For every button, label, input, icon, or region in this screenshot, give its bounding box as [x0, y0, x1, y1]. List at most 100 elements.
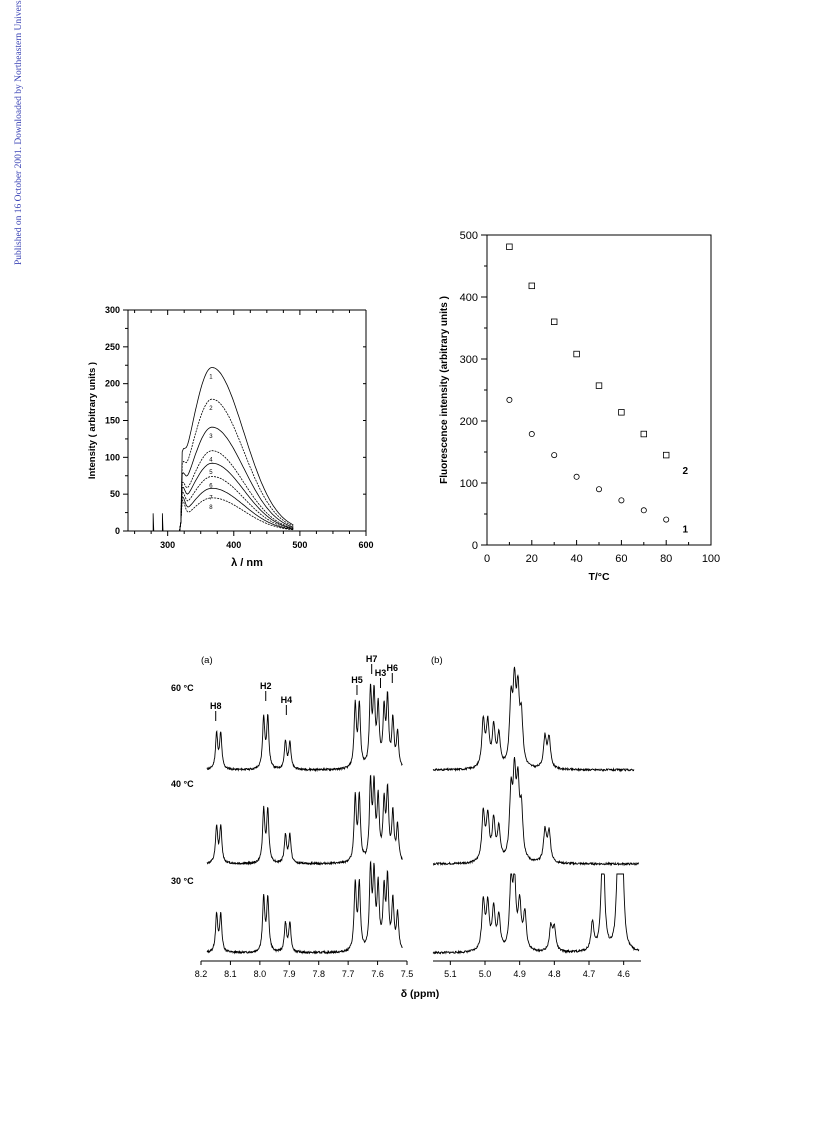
y-axis-label: Intensity ( arbitrary units ): [87, 362, 98, 479]
y-tick-label: 300: [105, 305, 120, 315]
peak-label: H7: [366, 654, 378, 664]
plot-frame: [486, 234, 712, 546]
nmr-spectra-chart: 8.2 8.1 8.0 7.9 7.8 7.7 7.6 7.5 5.1 5.0 4.9 4.8 4.7 4…: [171, 654, 641, 1000]
series-label: 2: [682, 466, 688, 477]
y-tick-label: 200: [460, 416, 478, 428]
spectrum-curve: [167, 367, 294, 532]
x-tick-label: 5.1: [444, 969, 457, 979]
nmr-spectrum-a: [206, 774, 403, 866]
data-point-square: [528, 282, 535, 290]
data-point-circle: [528, 431, 535, 438]
data-point-square: [551, 318, 558, 325]
y-tick-label: 0: [115, 526, 120, 536]
x-tick-label: 4.6: [617, 969, 630, 979]
data-point-square: [640, 430, 647, 438]
x-tick-label: 20: [526, 553, 538, 565]
curve-number-label: 3: [209, 434, 213, 440]
x-axis-label: T/°C: [588, 571, 610, 583]
data-point-circle: [506, 396, 513, 403]
spectrum-curve: [167, 497, 294, 532]
x-tick-label: 40: [570, 553, 582, 565]
nmr-spectrum-a: [206, 860, 403, 955]
data-point-circle: [663, 516, 670, 523]
curve-number-label: 1: [209, 374, 213, 380]
y-tick-label: 300: [460, 354, 478, 366]
data-point-circle: [596, 486, 603, 493]
curve-number-label: 4: [209, 458, 213, 464]
y-tick-label: 100: [460, 478, 478, 490]
spectrum-curve: [167, 426, 294, 532]
x-tick-label: 4.7: [583, 969, 596, 979]
x-axis-label: δ (ppm): [401, 988, 439, 1000]
data-point-circle: [573, 473, 580, 480]
data-point-square: [618, 409, 625, 416]
data-point-circle: [618, 497, 625, 504]
peak-label: H8: [210, 701, 222, 711]
panel-label: (b): [431, 655, 443, 666]
nmr-spectrum-b: [432, 757, 640, 867]
x-tick-label: 100: [702, 553, 720, 565]
spectrum-curve: [167, 398, 294, 532]
data-point-circle: [640, 507, 647, 514]
y-tick-label: 200: [105, 379, 120, 389]
y-tick-label: 150: [105, 416, 120, 426]
spectrum-curve: [167, 462, 294, 532]
nmr-spectrum-b: [432, 666, 635, 773]
x-tick-label: 0: [484, 553, 490, 565]
temperature-label: 30 °C: [171, 876, 194, 886]
peak-label: H5: [351, 675, 363, 685]
curve-number-label: 5: [209, 470, 213, 476]
data-point-square: [573, 350, 580, 358]
x-tick-label: 300: [160, 540, 175, 550]
x-axis-label: λ / nm: [231, 557, 263, 569]
x-tick-label: 5.0: [479, 969, 492, 979]
x-tick-label: 7.6: [371, 969, 384, 979]
y-tick-label: 500: [460, 230, 478, 242]
panel-label: (a): [201, 655, 213, 666]
x-tick-label: 60: [615, 553, 627, 565]
peak-label: H4: [281, 695, 293, 705]
x-tick-label: 7.7: [342, 969, 355, 979]
scatter-peak-line: [152, 513, 155, 532]
x-tick-label: 400: [226, 540, 241, 550]
curve-number-label: 2: [209, 406, 213, 412]
series-label: 1: [682, 525, 688, 536]
peak-label: H3: [375, 668, 387, 678]
spectrum-curve: [167, 487, 294, 532]
x-tick-label: 500: [292, 540, 307, 550]
nmr-spectrum-a: [206, 683, 403, 773]
nmr-spectrum-b: [432, 873, 640, 955]
x-tick-label: 7.5: [401, 969, 414, 979]
x-tick-label: 7.9: [283, 969, 296, 979]
y-tick-label: 250: [105, 342, 120, 352]
emission-spectra-chart: 300 400 500 600 0 50 100 150 200 250 300 λ / nm Inte…: [87, 305, 374, 569]
x-tick-label: 8.0: [254, 969, 267, 979]
x-tick-label: 8.1: [224, 969, 237, 979]
data-point-square: [663, 451, 670, 459]
y-tick-label: 100: [105, 452, 120, 462]
y-tick-label: 0: [472, 540, 478, 552]
fluorescence-temperature-chart: 0 20 40 60 80 100 0 100 200 300 400 500 T/°C Fluoresc…: [439, 230, 720, 583]
y-tick-label: 400: [460, 292, 478, 304]
x-tick-label: 4.9: [513, 969, 526, 979]
x-tick-label: 4.8: [548, 969, 561, 979]
temperature-label: 40 °C: [171, 779, 194, 789]
curve-number-label: 6: [209, 483, 213, 489]
x-tick-label: 7.8: [312, 969, 325, 979]
scatter-peak-line: [161, 513, 164, 532]
spectrum-curve: [167, 476, 294, 532]
curve-number-label: 8: [209, 505, 213, 511]
data-point-square: [506, 243, 513, 250]
x-tick-label: 80: [660, 553, 672, 565]
peak-label: H6: [387, 663, 399, 673]
x-tick-label: 8.2: [195, 969, 208, 979]
spectrum-curve: [167, 450, 294, 532]
x-tick-label: 600: [358, 540, 373, 550]
peak-label: H2: [260, 681, 272, 691]
data-point-square: [595, 382, 603, 389]
data-point-circle: [551, 452, 558, 459]
temperature-label: 60 °C: [171, 683, 194, 693]
y-axis-label: Fluorescence intensity (arbitrary units …: [439, 296, 450, 484]
y-tick-label: 50: [110, 489, 120, 499]
